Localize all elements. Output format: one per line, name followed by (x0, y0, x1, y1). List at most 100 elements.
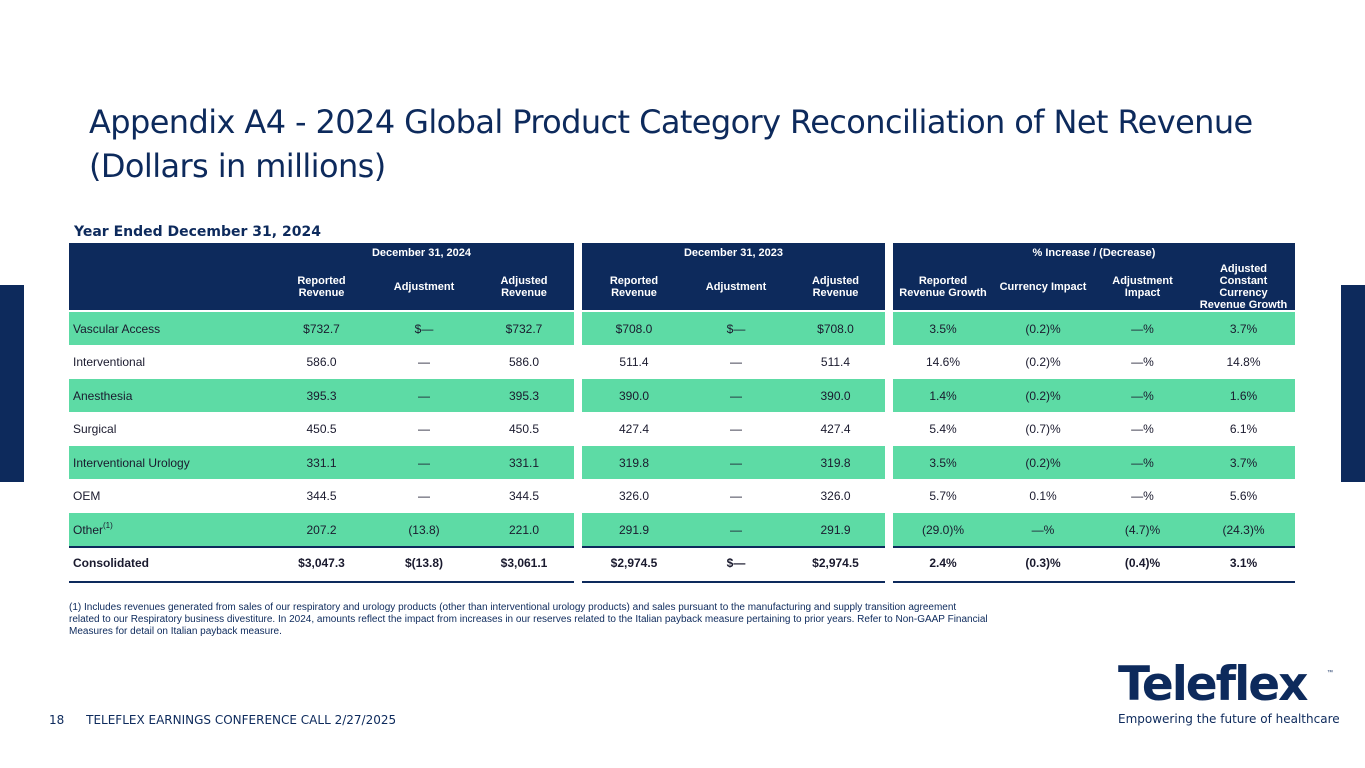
row-value: 331.1 (306, 455, 337, 470)
table-row: Surgical 450.5 — 450.5 427.4 — 427.4 5.4% (0.7)%… (69, 413, 1295, 447)
column-header: Reported Revenue Growth (899, 274, 987, 299)
row-value: (0.7)% (1025, 422, 1061, 436)
row-value: 6.1% (1229, 422, 1258, 436)
row-label: Anesthesia (73, 388, 133, 403)
row-value: 5.4% (929, 422, 957, 436)
table-total-row: Consolidated $3,047.3 $(13.8) $3,061.1 $2,97… (69, 545, 1295, 583)
row-label: OEM (73, 489, 101, 503)
footer: 18 TELEFLEX EARNINGS CONFERENCE CALL 2/2… (49, 713, 414, 727)
row-value: (13.8) (408, 522, 440, 537)
column-header: Currency Impact (999, 280, 1087, 293)
row-value: 586.0 (306, 355, 337, 369)
row-band (582, 513, 885, 546)
row-value: 291.9 (820, 522, 851, 537)
title-line-1: Appendix A4 - 2024 Global Product Catego… (89, 103, 1253, 141)
row-band (582, 312, 885, 345)
row-value: $732.7 (505, 321, 543, 336)
row-value: 326.0 (618, 489, 650, 503)
row-value: 3.1% (1229, 556, 1258, 570)
row-value: (4.7)% (1124, 522, 1161, 537)
row-value: 390.0 (820, 388, 851, 403)
group-header: % Increase / (Decrease) (1032, 247, 1156, 259)
row-value: —% (1031, 522, 1055, 537)
row-label: Surgical (73, 422, 117, 436)
logo-trademark: ™ (1327, 670, 1333, 676)
row-value: 3.5% (929, 455, 957, 470)
table-row: Vascular Access $732.7 $— $732.7 $708.0 $— $70… (69, 312, 1295, 346)
row-value: — (730, 388, 742, 403)
row-value: — (418, 422, 430, 436)
table-row: Anesthesia 395.3 — 395.3 390.0 — 390.0 1.4% (0.2… (69, 379, 1295, 413)
row-value: — (418, 355, 430, 369)
column-header: Adjustment (705, 280, 767, 293)
column-header: Adjusted Revenue (500, 274, 548, 299)
row-value: $2,974.5 (812, 556, 859, 570)
column-header: Reported Revenue (297, 274, 346, 299)
row-value: 331.1 (508, 455, 540, 470)
row-value: —% (1131, 422, 1154, 436)
row-label: Consolidated (73, 556, 150, 570)
row-band (69, 312, 574, 345)
row-value: $— (414, 321, 434, 336)
row-band (893, 446, 1295, 479)
row-value: 221.0 (508, 522, 540, 537)
row-value: $3,061.1 (500, 556, 548, 570)
row-value: — (418, 489, 430, 503)
row-value: $708.0 (817, 321, 854, 336)
row-value: 0.1% (1029, 489, 1057, 503)
row-value: 344.5 (306, 489, 337, 503)
row-value: 5.6% (1229, 489, 1258, 503)
period-label: Year Ended December 31, 2024 (74, 224, 321, 240)
row-band (69, 379, 574, 412)
header-band (582, 243, 885, 310)
column-header: Adjustment Impact (1112, 274, 1173, 299)
row-value: 511.4 (619, 355, 649, 369)
row-value: 511.4 (820, 355, 851, 369)
column-header: Adjustment (393, 280, 455, 293)
total-top-rule (893, 545, 1295, 548)
slide-title: Appendix A4 - 2024 Global Product Catego… (89, 100, 1289, 188)
row-value: $708.0 (615, 321, 653, 336)
row-band (582, 379, 885, 412)
row-value: 1.6% (1229, 388, 1258, 403)
row-value: 3.7% (1229, 321, 1258, 336)
row-value: 207.2 (306, 522, 337, 537)
row-band (582, 446, 885, 479)
row-value: 395.3 (508, 388, 540, 403)
total-bottom-rule (69, 580, 574, 583)
row-value: —% (1131, 489, 1154, 503)
footnote: (1) Includes revenues generated from sal… (69, 602, 988, 637)
row-value: 427.4 (820, 422, 851, 436)
row-value: 291.9 (618, 522, 650, 537)
row-value: — (730, 355, 742, 369)
table-row: Interventional 586.0 — 586.0 511.4 — 511.4 14.6… (69, 346, 1295, 380)
row-value: —% (1131, 355, 1154, 369)
total-top-rule (582, 545, 885, 548)
row-value: —% (1131, 321, 1154, 336)
row-value: — (730, 522, 742, 537)
row-label: Interventional (73, 355, 146, 369)
row-value: (24.3)% (1222, 522, 1265, 537)
row-value: (0.3)% (1025, 556, 1061, 570)
row-label: Interventional Urology (73, 455, 190, 470)
column-header: Adjusted Revenue (811, 274, 860, 299)
row-value: 586.0 (508, 355, 540, 369)
row-label: Other (1) (73, 521, 113, 537)
row-value: 1.4% (929, 388, 957, 403)
left-accent-bar (0, 285, 24, 482)
row-value: 326.0 (820, 489, 851, 503)
teleflex-logo: Teleflex ™ Empowering the future of heal… (1118, 660, 1340, 730)
column-header: Adjusted Constant Currency Revenue Growt… (1199, 262, 1288, 311)
row-value: $— (726, 556, 746, 570)
row-band (69, 446, 574, 479)
right-accent-bar (1341, 285, 1365, 482)
row-value: 2.4% (929, 556, 957, 570)
total-top-rule (69, 545, 574, 548)
row-value: — (418, 388, 430, 403)
row-value: 3.5% (929, 321, 957, 336)
row-label: Vascular Access (73, 321, 161, 336)
row-value: (0.2)% (1025, 321, 1061, 336)
row-value: 427.4 (618, 422, 650, 436)
table-row: Interventional Urology 331.1 — 331.1 319.8 — 3… (69, 446, 1295, 480)
row-value: (0.2)% (1025, 388, 1061, 403)
